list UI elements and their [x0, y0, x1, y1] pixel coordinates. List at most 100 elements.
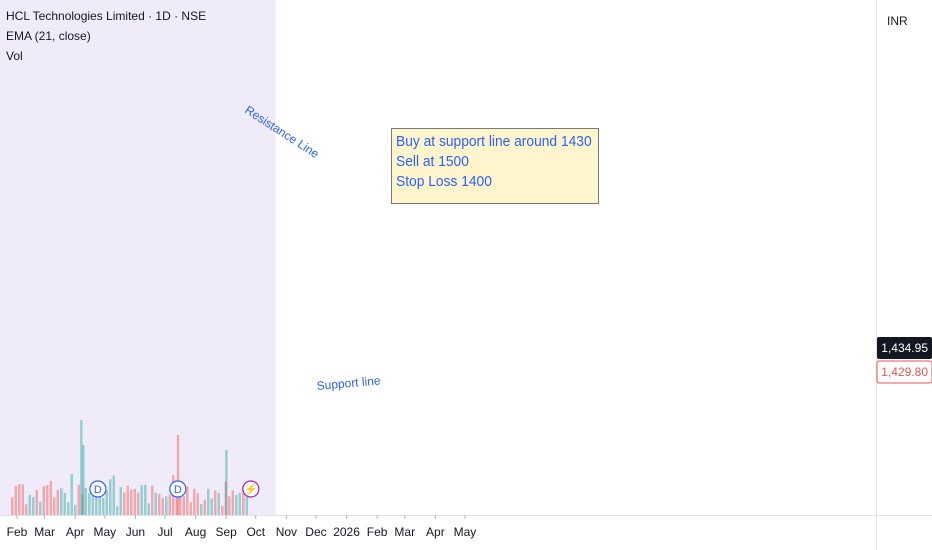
- volume-bar: [95, 493, 98, 515]
- volume-bar: [28, 494, 31, 515]
- time-tick-label: Feb: [7, 525, 28, 539]
- volume-bar: [39, 501, 42, 515]
- price-label-text: 1,429.80: [881, 365, 928, 379]
- volume-bar: [242, 485, 245, 515]
- volume-bar: [235, 494, 238, 515]
- volume-bar: [21, 484, 24, 515]
- event-label: ⚡: [244, 483, 258, 496]
- time-tick-label: 2026: [333, 525, 360, 539]
- volume-bar: [221, 505, 224, 515]
- volume-spike-bar: [225, 450, 228, 515]
- time-tick-label: Nov: [276, 525, 297, 539]
- volume-bar: [49, 480, 52, 515]
- volume-indicator-label[interactable]: Vol: [6, 49, 23, 63]
- time-tick-label: Jul: [157, 525, 172, 539]
- earnings-event-icon: [242, 480, 260, 498]
- volume-bar: [165, 496, 168, 515]
- volume-bar: [151, 485, 154, 515]
- time-tick-label: Sep: [216, 525, 238, 539]
- support-line-label: Support line: [316, 373, 381, 393]
- volume-bar: [210, 498, 213, 515]
- volume-bar: [168, 494, 171, 515]
- time-tick-label: Mar: [34, 525, 55, 539]
- history-shade: [0, 0, 276, 515]
- volume-bar: [186, 486, 189, 515]
- volume-bar: [147, 503, 150, 515]
- volume-bar: [224, 481, 227, 515]
- volume-bar: [207, 488, 210, 515]
- volume-spike-bar: [80, 420, 83, 515]
- volume-bar: [217, 493, 220, 515]
- volume-bar: [81, 494, 84, 515]
- volume-bar: [123, 492, 126, 515]
- volume-bar: [137, 492, 140, 515]
- volume-bar: [18, 484, 21, 515]
- time-tick-label: Dec: [305, 525, 326, 539]
- volume-bar: [245, 485, 248, 515]
- chart-legend: HCL Technologies Limited · 1D · NSE EMA …: [6, 6, 206, 66]
- ema-indicator-label[interactable]: EMA (21, close): [6, 29, 91, 43]
- price-label-box: [876, 360, 932, 384]
- volume-bar: [116, 506, 119, 515]
- time-tick-label: Mar: [394, 525, 415, 539]
- volume-bar: [140, 485, 143, 515]
- note-line-stop-loss: Stop Loss 1400: [396, 173, 492, 190]
- price-label-box: [877, 337, 932, 359]
- volume-bar: [53, 497, 56, 515]
- volume-bars: [11, 420, 248, 515]
- time-tick-label: Aug: [185, 525, 206, 539]
- note-line-buy: Buy at support line around 1430: [396, 133, 592, 150]
- volume-bar: [154, 492, 157, 515]
- trade-note[interactable]: Buy at support line around 1430 Sell at …: [391, 128, 599, 204]
- volume-bar: [46, 485, 49, 515]
- volume-bar: [77, 484, 80, 515]
- volume-bar: [214, 490, 217, 515]
- volume-bar: [60, 488, 63, 515]
- volume-bar: [35, 489, 38, 515]
- time-tick-label: Feb: [367, 525, 388, 539]
- volume-bar: [228, 496, 231, 515]
- time-tick-label: Apr: [426, 525, 445, 539]
- event-label: D: [94, 484, 102, 496]
- volume-bar: [200, 504, 203, 515]
- currency-label[interactable]: INR: [887, 14, 908, 28]
- volume-bar: [161, 497, 164, 515]
- volume-bar: [126, 485, 129, 515]
- symbol-title[interactable]: HCL Technologies Limited · 1D · NSE: [6, 9, 207, 23]
- volume-bar: [74, 505, 77, 515]
- volume-bar: [109, 479, 112, 515]
- volume-bar: [70, 473, 73, 515]
- volume-bar: [144, 484, 147, 515]
- dividend-event-icon: [89, 480, 107, 498]
- volume-bar: [98, 491, 101, 515]
- volume-bar: [32, 497, 35, 515]
- volume-spike-bar: [176, 435, 180, 515]
- volume-bar: [231, 490, 234, 515]
- volume-bar: [25, 504, 28, 515]
- volume-bar: [196, 493, 199, 515]
- note-line-sell: Sell at 1500: [396, 153, 469, 170]
- volume-bar: [112, 475, 115, 515]
- volume-bar: [130, 489, 133, 515]
- time-tick-label: Jun: [126, 525, 145, 539]
- volume-bar: [14, 485, 17, 515]
- volume-bar: [119, 487, 122, 515]
- volume-bar: [158, 493, 161, 515]
- volume-bar: [67, 502, 70, 515]
- volume-bar: [182, 496, 185, 515]
- volume-bar: [238, 492, 241, 515]
- volume-bar: [102, 498, 105, 515]
- volume-bar: [175, 494, 178, 515]
- time-tick-label: May: [93, 525, 116, 539]
- time-tick-label: May: [454, 525, 477, 539]
- volume-spike-bar: [82, 445, 85, 515]
- volume-bar: [179, 483, 182, 515]
- volume-bar: [189, 502, 192, 515]
- price-label-text: 1,434.95: [881, 341, 928, 355]
- volume-bar: [84, 487, 87, 515]
- dividend-event-icon: [169, 480, 187, 498]
- volume-bar: [42, 486, 45, 515]
- volume-bar: [88, 493, 91, 515]
